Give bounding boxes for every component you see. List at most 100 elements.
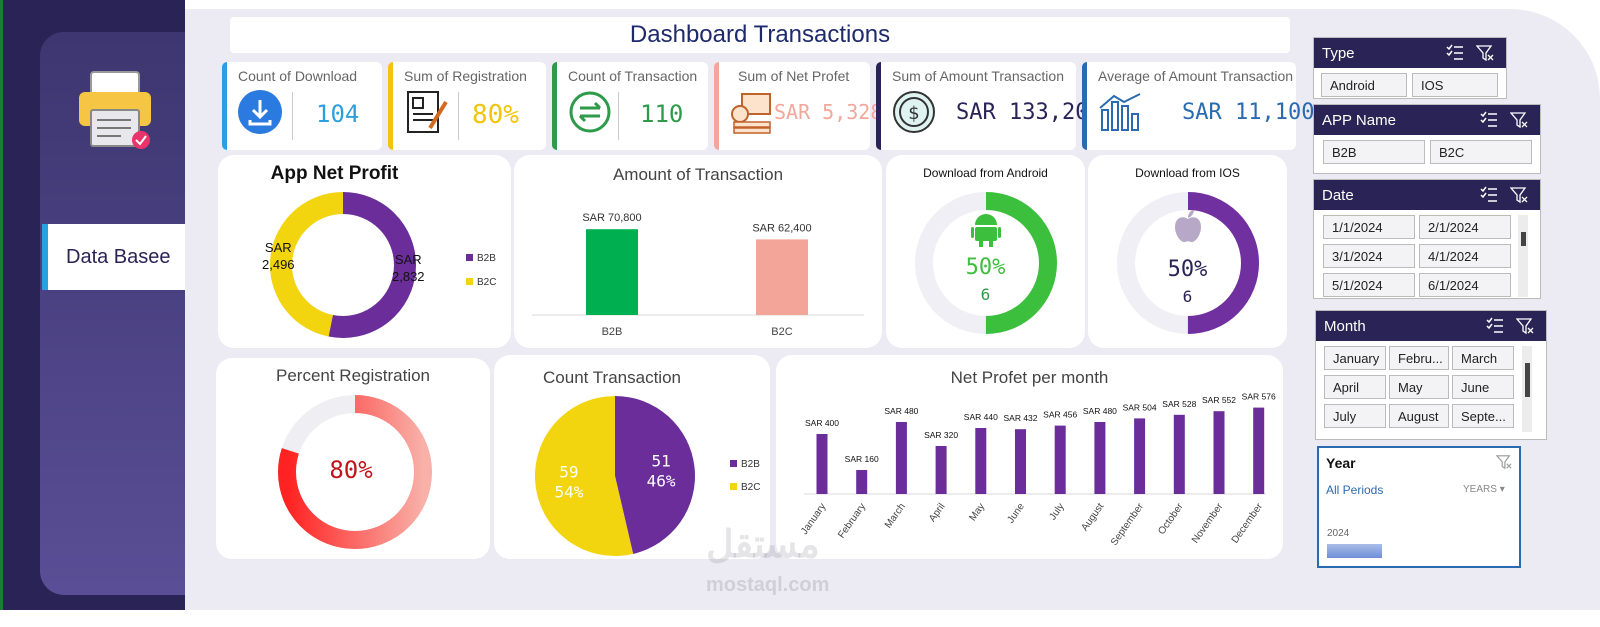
slicer-item[interactable]: 5/1/2024 — [1323, 273, 1415, 297]
timeline-year-bar[interactable] — [1327, 544, 1382, 558]
slicer-item[interactable]: Android — [1321, 73, 1407, 97]
multi-select-icon[interactable] — [1480, 111, 1498, 129]
bar-month — [1054, 425, 1066, 494]
month-label: April — [927, 501, 947, 524]
scrollbar-thumb[interactable] — [1525, 363, 1530, 397]
clear-filter-icon[interactable] — [1476, 44, 1494, 62]
kpi-divider — [458, 92, 459, 140]
kpi-average-amount-transaction: Average of Amount Transaction SAR 11,100 — [1082, 62, 1314, 150]
multi-select-icon[interactable] — [1446, 44, 1464, 62]
ios-percent: 50% — [1167, 257, 1208, 282]
dollar-coin-icon: $ — [893, 91, 935, 133]
kpi-divider — [618, 92, 619, 140]
kpi-sum-registration: Sum of Registration 80% — [388, 62, 546, 150]
app-net-profit-donut — [270, 192, 416, 338]
data-label: SAR 480 — [1083, 406, 1117, 416]
card-download-ios: Download from IOS 50% 6 — [1088, 155, 1287, 348]
kpi-value: 80% — [472, 100, 519, 130]
card-title: Count Transaction — [543, 368, 681, 387]
bar-month — [895, 422, 907, 494]
slicer-item[interactable]: B2B — [1323, 140, 1425, 164]
data-label: SAR 456 — [1043, 410, 1077, 420]
multi-select-icon[interactable] — [1480, 186, 1498, 204]
clear-filter-icon[interactable] — [1516, 317, 1534, 335]
card-title: Download from Android — [923, 166, 1048, 180]
slicer-item[interactable]: 6/1/2024 — [1419, 273, 1511, 297]
scrollbar-thumb[interactable] — [1521, 232, 1526, 246]
kpi-label: Average of Amount Transaction — [1098, 68, 1294, 84]
legend-label-b2b: B2B — [741, 459, 760, 470]
scrollbar-track[interactable] — [1518, 215, 1528, 297]
money-coins-icon — [731, 93, 771, 134]
data-label: SAR 528 — [1162, 399, 1196, 409]
sidebar-edge — [0, 0, 3, 610]
card-net-profit-month: Net Profet per month SAR 400 January SAR 1… — [776, 355, 1283, 559]
slicer-year-timeline: Year All Periods YEARS ▾ 2024 — [1317, 446, 1521, 568]
slicer-title: Month — [1324, 317, 1366, 335]
pie-percent-label: 46% — [647, 472, 676, 491]
legend-b2b: B2B — [466, 253, 496, 264]
gauge-fill-ios — [1117, 192, 1259, 334]
slicer-item[interactable]: August — [1389, 404, 1449, 428]
slicer-item[interactable]: June — [1452, 375, 1514, 399]
multi-select-icon[interactable] — [1486, 317, 1504, 335]
month-label: July — [1047, 501, 1066, 522]
kpi-count-transaction: Count of Transaction 110 — [552, 62, 708, 150]
data-label: SAR 432 — [1003, 413, 1037, 423]
slicer-title: Date — [1322, 186, 1354, 204]
slicer-app-name: APP Name B2B B2C — [1313, 104, 1541, 174]
sidebar-item-database[interactable]: Data Basee — [42, 224, 185, 290]
amount-transaction-chart: SAR 70,800 B2B SAR 62,400 B2C — [532, 212, 864, 338]
bar-b2c — [756, 239, 808, 315]
month-label: November — [1190, 501, 1226, 546]
donut-label-b2b: SAR 2,832 — [392, 252, 425, 284]
kpi-sum-amount-transaction: Sum of Amount Transaction $ SAR 133,200 — [876, 62, 1102, 150]
slicer-item[interactable]: 1/1/2024 — [1323, 215, 1415, 239]
card-app-net-profit: App Net Profit SAR 2,496 SAR 2,832 B2B B… — [218, 155, 511, 348]
legend-swatch-b2b — [730, 460, 737, 467]
bar-month — [1015, 429, 1026, 494]
timeline-unit-select[interactable]: YEARS ▾ — [1463, 484, 1505, 495]
slicer-item[interactable]: 2/1/2024 — [1419, 215, 1511, 239]
slicer-item[interactable]: B2C — [1430, 140, 1532, 164]
bar-chart-icon — [1099, 93, 1141, 131]
data-label: SAR 576 — [1242, 392, 1276, 402]
pie-count-label: 51 — [651, 452, 670, 471]
legend-label-b2c: B2C — [477, 277, 497, 288]
data-label: SAR 160 — [845, 454, 879, 464]
month-label: March — [883, 501, 908, 530]
legend-label-b2b: B2B — [477, 253, 496, 264]
clear-filter-icon[interactable] — [1510, 186, 1528, 204]
kpi-label: Count of Download — [238, 68, 358, 84]
data-label: SAR 70,800 — [582, 212, 641, 224]
legend-b2b: B2B — [730, 459, 760, 470]
slicer-month: Month January Febru... March April May J… — [1315, 310, 1547, 440]
kpi-value: SAR 5,328 — [774, 100, 883, 124]
card-percent-registration: Percent Registration 80% — [216, 358, 490, 559]
month-label: September — [1109, 501, 1146, 548]
slicer-item[interactable]: 4/1/2024 — [1419, 244, 1511, 268]
clear-filter-icon[interactable] — [1510, 111, 1528, 129]
bar-month — [856, 470, 868, 494]
slicer-item[interactable]: Febru... — [1389, 346, 1449, 370]
month-label: February — [836, 501, 868, 540]
clear-filter-icon[interactable] — [1496, 454, 1512, 470]
gauge-fill-registration — [278, 395, 432, 549]
slicer-header: Type — [1314, 38, 1506, 68]
slicer-item[interactable]: 3/1/2024 — [1323, 244, 1415, 268]
registration-percent: 80% — [329, 456, 373, 484]
slicer-item[interactable]: July — [1324, 404, 1386, 428]
data-label: SAR 320 — [924, 430, 958, 440]
card-download-android: Download from Android 50% 6 — [886, 155, 1085, 348]
slicer-item[interactable]: IOS — [1412, 73, 1498, 97]
apple-icon — [1175, 210, 1201, 243]
slicer-item[interactable]: May — [1389, 375, 1449, 399]
slicer-item[interactable]: Septe... — [1452, 404, 1514, 428]
card-title: Download from IOS — [1135, 166, 1240, 180]
slicer-item[interactable]: March — [1452, 346, 1514, 370]
android-icon — [971, 214, 1001, 247]
slicer-item[interactable]: January — [1324, 346, 1386, 370]
android-percent: 50% — [965, 255, 1006, 280]
slicer-item[interactable]: April — [1324, 375, 1386, 399]
timeline-year-label: 2024 — [1327, 528, 1350, 539]
